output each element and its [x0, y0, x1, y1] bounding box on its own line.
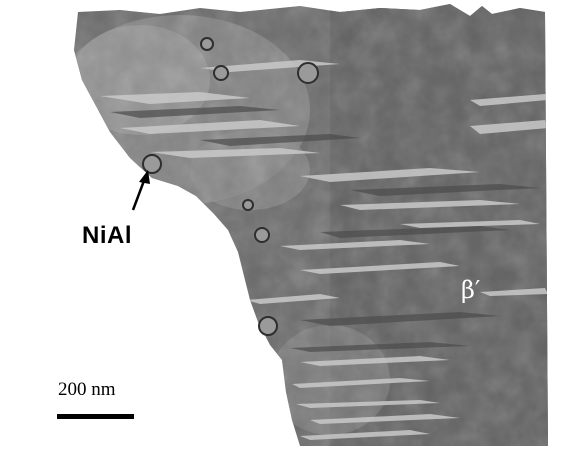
- lath-shadows: [110, 106, 540, 352]
- nial-particle: [254, 227, 270, 243]
- beta-prime-label: β′: [461, 276, 481, 304]
- lath-bands: [100, 60, 548, 440]
- nial-arrow: [131, 170, 150, 211]
- nial-particle: [297, 62, 319, 84]
- nial-label: NiAl: [82, 222, 132, 249]
- nial-particle: [213, 65, 229, 81]
- scale-bar-label: 200 nm: [58, 379, 116, 400]
- scale-bar: [57, 414, 134, 419]
- nial-particles: [142, 37, 319, 336]
- nial-particle: [242, 199, 254, 211]
- nial-particle: [200, 37, 214, 51]
- nial-particle: [258, 316, 278, 336]
- nial-particle: [142, 154, 162, 174]
